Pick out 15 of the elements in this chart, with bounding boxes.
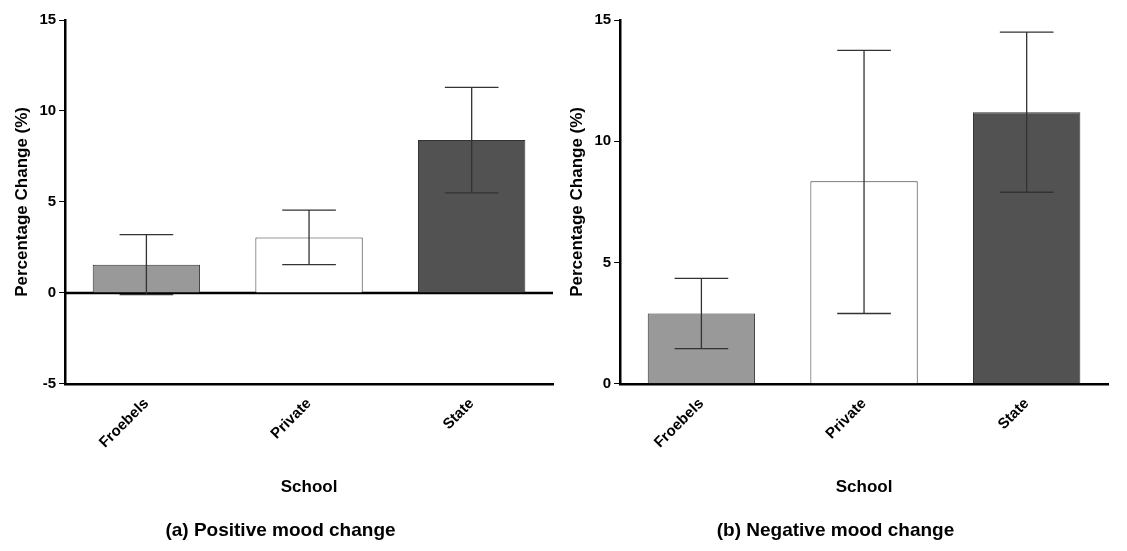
y-tick-label: 10: [594, 131, 612, 149]
y-tick-label: 5: [602, 252, 612, 270]
y-axis-title: Percentage Change (%): [11, 106, 31, 297]
y-tick-label: 10: [39, 101, 57, 119]
y-tick-label: 0: [47, 283, 57, 301]
y-tick-label: 5: [47, 192, 57, 210]
y-tick-label: 15: [39, 10, 57, 28]
y-tick-label: 15: [594, 10, 612, 28]
x-axis-title: School: [835, 476, 893, 496]
y-tick-label: -5: [42, 374, 57, 391]
y-tick-label: 0: [602, 374, 612, 391]
text: (a) Positive mood change: [165, 518, 396, 540]
y-axis-title: Percentage Change (%): [566, 106, 586, 297]
x-axis-title: School: [280, 476, 338, 496]
text: (b) Negative mood change: [716, 518, 955, 540]
